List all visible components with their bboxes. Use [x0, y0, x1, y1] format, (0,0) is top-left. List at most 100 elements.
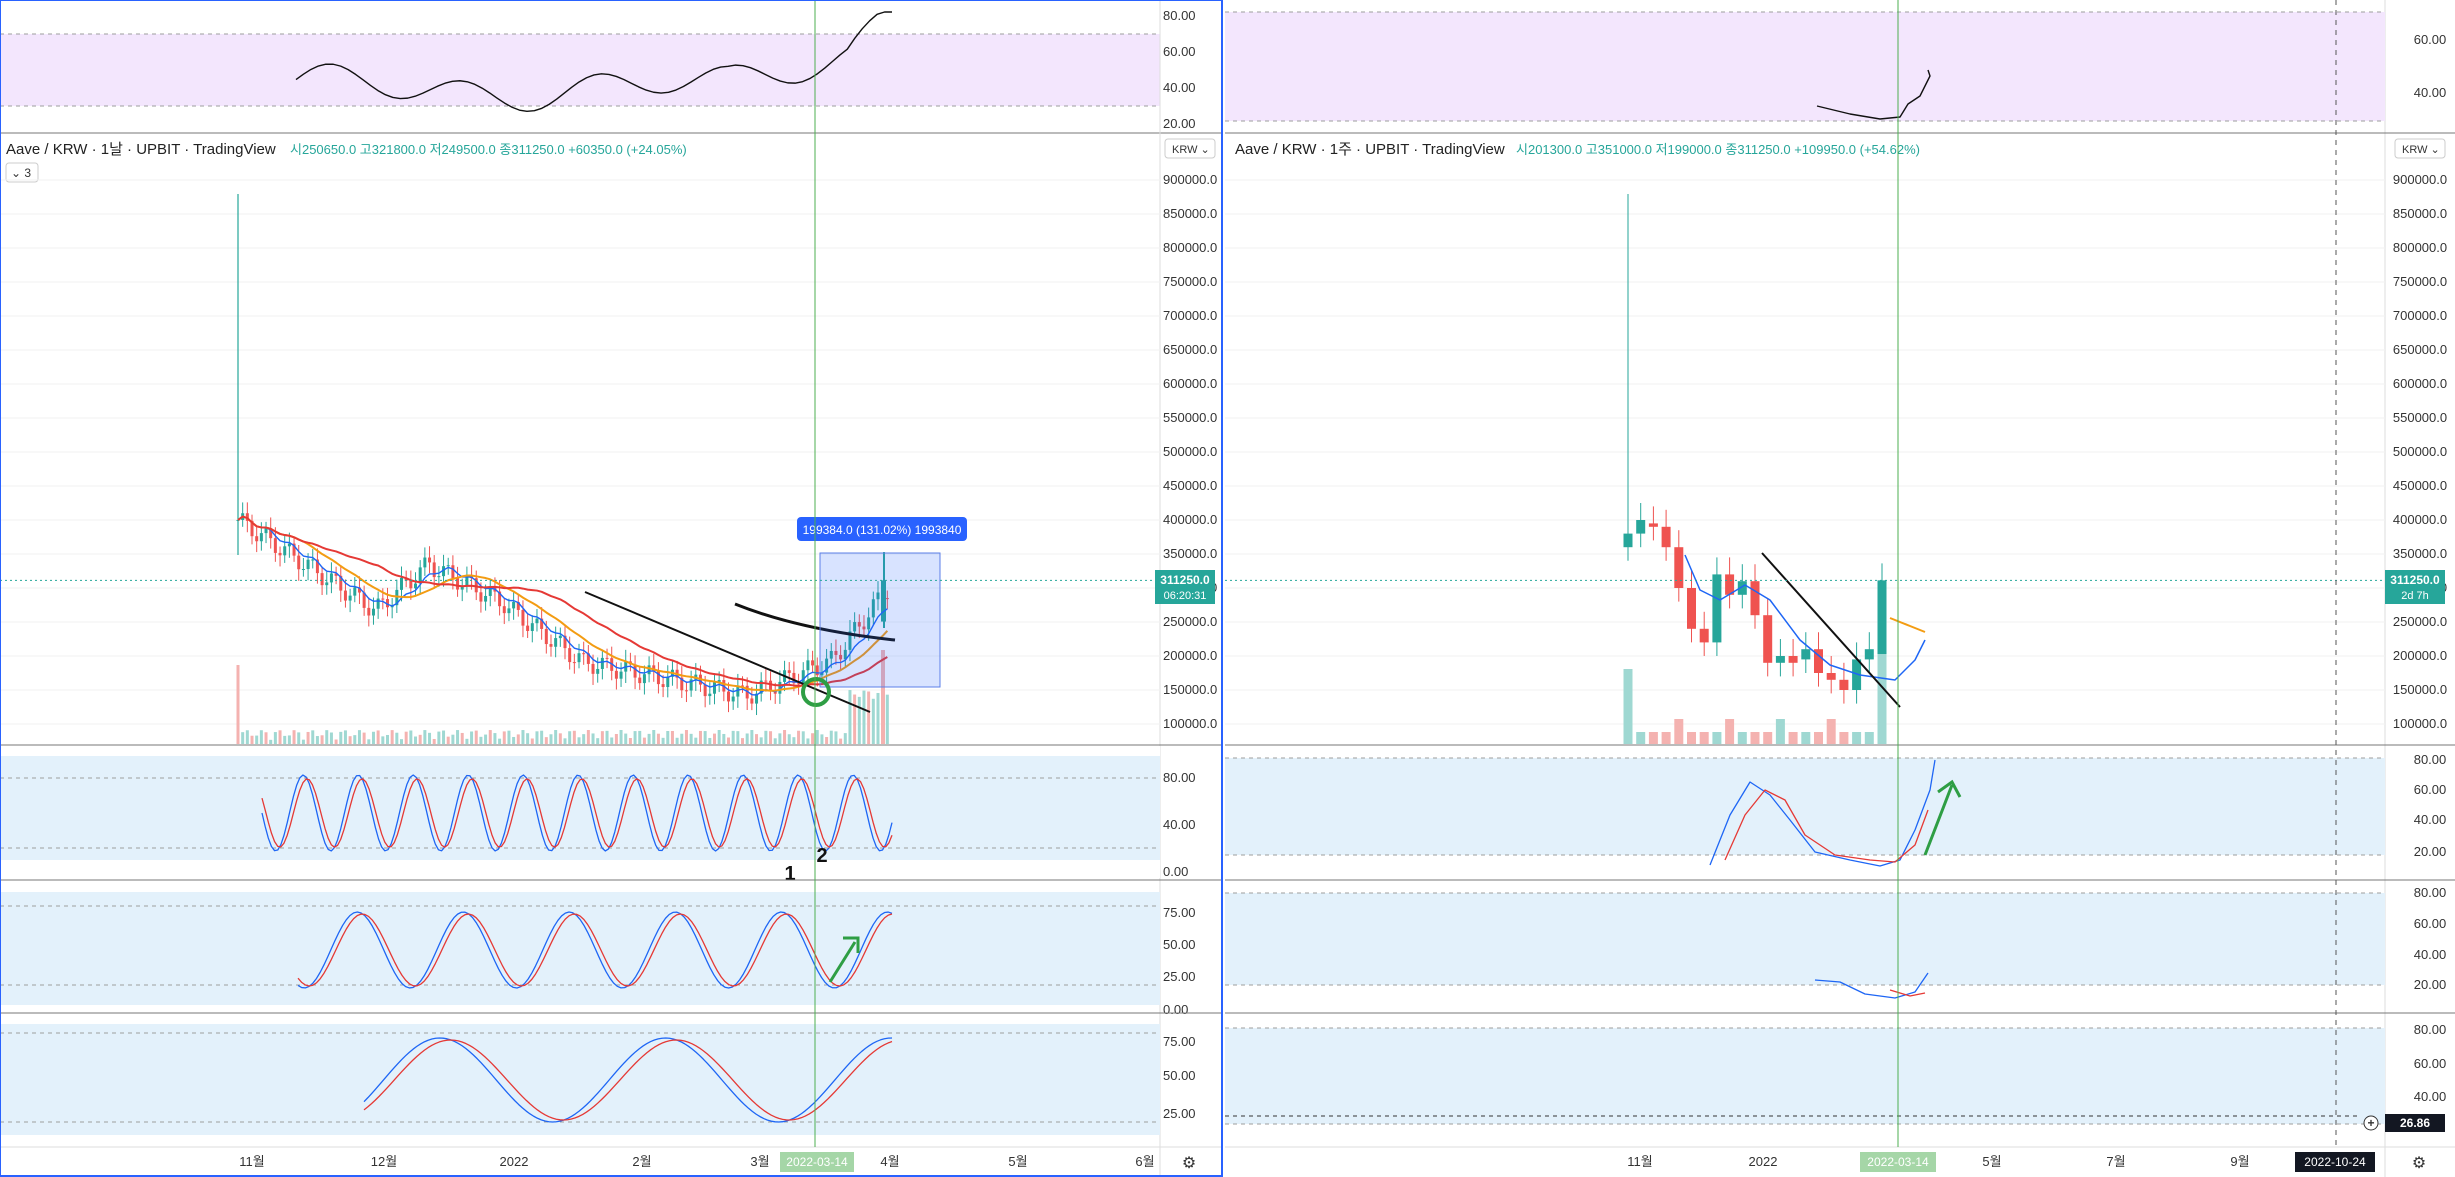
left-volume-bar [736, 731, 740, 744]
right-volume-bar [1788, 732, 1798, 744]
left-volume-bar [839, 738, 843, 744]
left-candle-body [815, 665, 819, 676]
left-candle-body [521, 609, 525, 626]
right-candle-body [1661, 526, 1671, 548]
right-rsi-band [1225, 12, 2385, 121]
left-candle-body [259, 533, 263, 542]
left-candle-body [385, 599, 389, 608]
left-volume-bar [773, 738, 777, 744]
left-measure-box [819, 552, 941, 688]
left-candle-body [596, 668, 600, 674]
left-stoch3-d [363, 1039, 893, 1121]
left-volume-bar [507, 730, 511, 744]
right-time-tick: 2022 [1749, 1154, 1778, 1169]
left-candle-body [656, 670, 660, 685]
left-indicator-toggle-button[interactable] [5, 162, 39, 183]
left-volume-bar [385, 734, 389, 744]
left-volume-bar [526, 733, 530, 744]
left-volume-bar [591, 733, 595, 744]
left-volume-bar [241, 732, 245, 744]
left-stoch2-tick: 25.00 [1163, 969, 1196, 984]
left-volume-bar [605, 730, 609, 744]
left-volume-bar [834, 731, 838, 744]
left-volume-bar [400, 739, 403, 744]
right-stoch3-tick: 40.00 [2414, 1089, 2447, 1104]
left-rsi-tick: 40.00 [1163, 80, 1196, 95]
left-volume-bar [797, 730, 801, 744]
right-stoch2-k [1814, 972, 1929, 999]
left-candle-body [558, 635, 562, 639]
left-stoch3-tick: 50.00 [1163, 1068, 1196, 1083]
left-price-tick: 650000.0 [1163, 342, 1217, 357]
left-candle-body [759, 680, 763, 694]
left-candle-body [484, 595, 488, 602]
left-volume-bar [871, 698, 875, 744]
left-candle-body [806, 660, 810, 671]
left-candle-body [638, 677, 642, 684]
left-candle-body [512, 601, 516, 609]
left-volume-bar [269, 739, 273, 744]
left-volume-bar [334, 739, 338, 744]
left-volume-bar [320, 735, 324, 744]
left-volume-bar [703, 731, 707, 744]
right-end-date-bg [2295, 1152, 2375, 1172]
left-candle-body [451, 565, 455, 579]
left-candle-body [661, 684, 665, 688]
left-candle-body [320, 573, 324, 586]
left-candle-body [502, 606, 506, 614]
left-price-tick: 600000.0 [1163, 376, 1217, 391]
left-stoch2-tick: 50.00 [1163, 937, 1196, 952]
left-chart-active-border[interactable] [0, 0, 1223, 1177]
right-volume-bar [1623, 669, 1633, 744]
left-stoch2-tick: 75.00 [1163, 905, 1196, 920]
right-price-tick: 900000.0 [2393, 172, 2447, 187]
left-settings-icon: ⚙ [1182, 1155, 1196, 1172]
left-candle-body [689, 679, 693, 691]
left-ma-mid [237, 515, 889, 692]
left-candle-body [591, 663, 595, 674]
left-ohlc-values: 시250650.0 고321800.0 저249500.0 종311250.0 … [290, 142, 687, 157]
left-volume-bar [633, 731, 637, 744]
left-volume-bar [614, 734, 618, 744]
right-volume-bar [1750, 732, 1760, 744]
left-trendline-descending [584, 591, 871, 713]
right-stoch2-tick: 60.00 [2414, 916, 2447, 931]
left-time-tick: 4월 [880, 1154, 899, 1169]
left-price-tick: 850000.0 [1163, 206, 1217, 221]
left-candle-body [843, 649, 847, 660]
left-volume-bar [759, 737, 763, 744]
left-candle-body [792, 672, 796, 684]
right-price-countdown: 2d 7h [2401, 590, 2429, 602]
left-candle-body [666, 676, 670, 688]
left-candle-body [325, 582, 329, 586]
right-price-tick: 700000.0 [2393, 308, 2447, 323]
right-currency-label: KRW ⌄ [2402, 144, 2440, 156]
left-volume-bar [675, 737, 679, 744]
left-candle-body [755, 693, 759, 704]
left-candle-body [526, 625, 530, 632]
left-price-tick: 400000.0 [1163, 512, 1217, 527]
right-stoch3-tick: 60.00 [2414, 1056, 2447, 1071]
left-currency-button[interactable] [1164, 138, 1216, 159]
right-price-tick: 500000.0 [2393, 444, 2447, 459]
right-price-tick: 200000.0 [2393, 648, 2447, 663]
left-candle-body [600, 657, 604, 669]
left-volume-bar [530, 738, 534, 744]
left-volume-bar [418, 734, 422, 744]
right-add-alert-button[interactable] [2363, 1115, 2379, 1131]
left-stoch3-tick: 75.00 [1163, 1034, 1196, 1049]
left-volume-bar [423, 730, 427, 744]
left-volume-bar [843, 733, 847, 744]
left-volume-bar [694, 737, 698, 744]
left-candle-body [568, 648, 572, 663]
left-volume-bar [684, 730, 688, 744]
left-candle-body [311, 559, 315, 561]
left-measure-label: 199384.0 (131.02%) 1993840 [803, 523, 962, 537]
left-volume-bar [731, 730, 735, 744]
right-currency-button[interactable] [2394, 138, 2446, 159]
left-volume-bar [572, 730, 576, 744]
left-price-label: 311250.0 [1160, 573, 1210, 587]
left-price-tick: 550000.0 [1163, 410, 1217, 425]
left-candle-body [731, 696, 735, 702]
left-time-tick: 12월 [371, 1154, 397, 1169]
